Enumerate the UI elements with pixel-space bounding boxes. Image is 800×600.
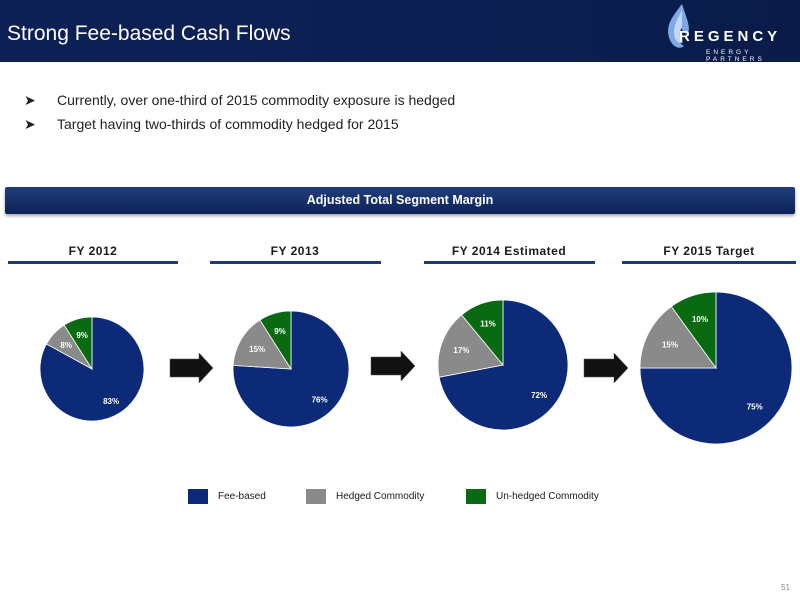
legend-swatch bbox=[306, 489, 326, 504]
regency-logo bbox=[668, 4, 689, 48]
chart-title-fy2013: FY 2013 bbox=[270, 244, 320, 258]
pie-slice bbox=[63, 316, 93, 371]
arrow-right-icon bbox=[583, 352, 629, 384]
logo-wordmark: REGENCY bbox=[679, 28, 782, 45]
pie-data-label: 75% bbox=[747, 403, 763, 412]
chart-title-underline bbox=[424, 261, 595, 264]
pie-data-label: 8% bbox=[60, 341, 72, 350]
section-title: Adjusted Total Segment Margin bbox=[306, 193, 494, 207]
pie-slice bbox=[259, 310, 292, 371]
arrow-bullet-icon: ➤ bbox=[24, 92, 36, 108]
legend-swatch bbox=[188, 489, 208, 504]
arrow-right-icon bbox=[169, 352, 214, 384]
arrow-bullet-icon: ➤ bbox=[24, 116, 36, 132]
legend-label: Un-hedged Commodity bbox=[496, 491, 599, 502]
bullet-list: ➤ Currently, over one-third of 2015 comm… bbox=[24, 90, 455, 138]
pie-data-label: 10% bbox=[692, 315, 708, 324]
chart-title-fy2015: FY 2015 Target bbox=[663, 244, 755, 258]
pie-slice bbox=[437, 314, 504, 378]
chart-title-fy2012: FY 2012 bbox=[68, 244, 118, 258]
pie-data-label: 11% bbox=[480, 319, 496, 328]
section-header-bar: Adjusted Total Segment Margin bbox=[5, 187, 795, 214]
legend-label: Hedged Commodity bbox=[336, 491, 425, 502]
slide-title: Strong Fee-based Cash Flows bbox=[7, 22, 291, 45]
pie-data-label: 83% bbox=[103, 397, 119, 406]
bullet-item: ➤ Target having two-thirds of commodity … bbox=[24, 114, 455, 138]
bullet-text: Target having two-thirds of commodity he… bbox=[57, 116, 399, 132]
bullet-text: Currently, over one-third of 2015 commod… bbox=[57, 92, 456, 108]
pie-data-label: 72% bbox=[531, 391, 547, 400]
pie-chart: 76% 15% 9% bbox=[232, 310, 350, 428]
legend-swatch bbox=[466, 489, 486, 504]
bullet-item: ➤ Currently, over one-third of 2015 comm… bbox=[24, 90, 455, 114]
pie-data-label: 9% bbox=[274, 327, 286, 336]
pie-data-label: 15% bbox=[249, 345, 265, 354]
pie-slice bbox=[639, 305, 717, 369]
pie-slice bbox=[232, 319, 292, 370]
pie-data-label: 9% bbox=[76, 331, 88, 340]
chart-title-underline bbox=[210, 261, 381, 264]
legend-label: Fee-based bbox=[218, 491, 266, 502]
logo-tagline: ENERGY PARTNERS bbox=[706, 49, 765, 63]
pie-data-label: 15% bbox=[662, 341, 678, 350]
pie-slice bbox=[461, 299, 504, 367]
pie-chart: 75% 15% 10% bbox=[639, 291, 793, 445]
chart-title-fy2014: FY 2014 Estimated bbox=[451, 244, 567, 258]
chart-title-underline bbox=[622, 261, 796, 264]
arrow-right-icon bbox=[370, 350, 416, 382]
pie-chart: 83% 8% 9% bbox=[39, 316, 145, 422]
pie-data-label: 76% bbox=[312, 395, 328, 404]
page-number: 51 bbox=[781, 583, 790, 592]
pie-chart: 72% 17% 11% bbox=[437, 299, 569, 431]
pie-data-label: 17% bbox=[453, 346, 469, 355]
pie-slice bbox=[438, 299, 569, 431]
pie-slice bbox=[639, 291, 793, 445]
chart-title-underline bbox=[8, 261, 178, 264]
pie-slice bbox=[670, 291, 717, 370]
slide-header: Strong Fee-based Cash Flows bbox=[0, 0, 800, 62]
